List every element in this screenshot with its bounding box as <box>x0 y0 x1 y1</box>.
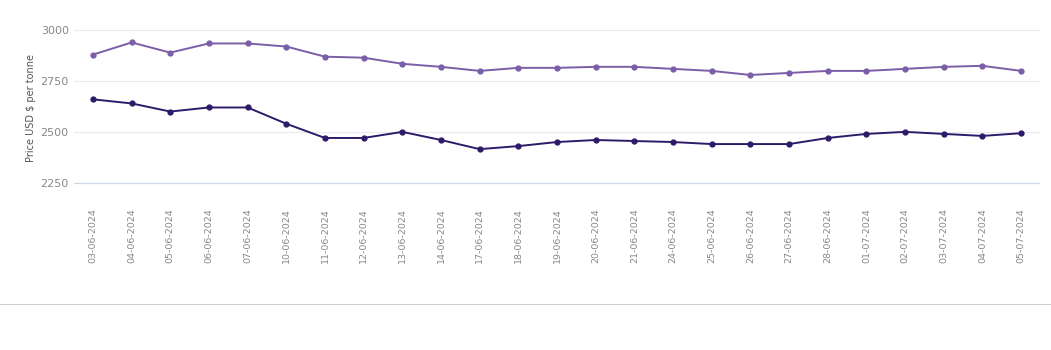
Y-axis label: Price USD $ per tonne: Price USD $ per tonne <box>26 55 37 162</box>
